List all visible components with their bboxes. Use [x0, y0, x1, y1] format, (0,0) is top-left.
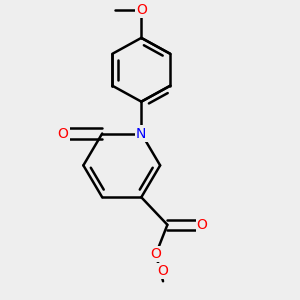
Text: O: O	[158, 264, 169, 278]
Text: O: O	[136, 3, 147, 17]
Text: O: O	[197, 218, 208, 232]
Text: O: O	[150, 247, 161, 261]
Text: O: O	[58, 127, 68, 140]
Text: N: N	[136, 127, 146, 140]
